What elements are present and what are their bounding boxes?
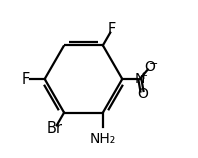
Text: −: − <box>148 59 158 69</box>
Text: O: O <box>137 87 148 101</box>
Text: F: F <box>108 22 116 37</box>
Text: NH₂: NH₂ <box>90 132 116 146</box>
Text: Br: Br <box>46 121 62 136</box>
Text: O: O <box>144 60 155 74</box>
Text: +: + <box>139 71 147 81</box>
Text: F: F <box>22 72 30 86</box>
Text: N: N <box>135 72 145 86</box>
